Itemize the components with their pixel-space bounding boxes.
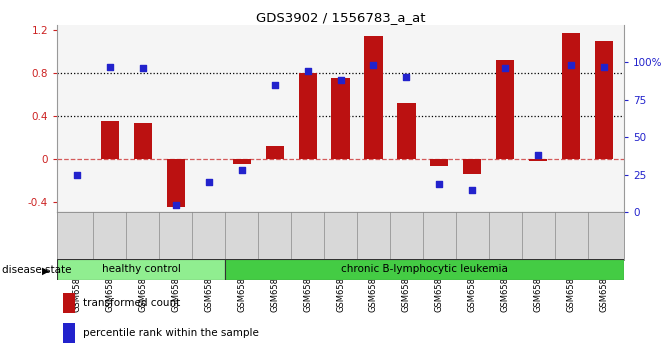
Point [105,64,115,70]
Bar [529,159,548,161]
Point [566,62,576,68]
Bar [595,41,613,159]
Bar [62,323,75,343]
Text: transformed count: transformed count [83,298,180,308]
Text: ▶: ▶ [42,266,49,275]
Point [434,181,445,187]
Bar [101,121,119,159]
Text: disease state: disease state [2,266,72,275]
Bar [497,60,515,159]
Bar [464,159,482,174]
Title: GDS3902 / 1556783_a_at: GDS3902 / 1556783_a_at [256,11,425,24]
Bar [562,33,580,159]
Text: percentile rank within the sample: percentile rank within the sample [83,328,258,338]
Point [533,153,544,158]
Point [302,68,313,74]
Point [335,78,346,83]
Bar [62,293,75,313]
Bar [134,124,152,159]
Bar [364,35,382,159]
Point [170,202,181,208]
Point [467,187,478,193]
Bar [225,259,624,280]
Point [500,65,511,71]
Bar [57,259,225,280]
Bar [299,73,317,159]
Text: healthy control: healthy control [102,264,180,274]
Bar [397,103,415,159]
Point [269,82,280,88]
Point [368,62,379,68]
Point [236,167,247,173]
Bar [430,159,448,166]
Point [71,172,82,178]
Bar [331,78,350,159]
Bar [166,159,185,207]
Text: chronic B-lymphocytic leukemia: chronic B-lymphocytic leukemia [341,264,508,274]
Bar [233,159,251,164]
Point [138,65,148,71]
Point [599,64,610,70]
Point [203,179,214,185]
Point [401,74,412,80]
Bar [266,146,284,159]
